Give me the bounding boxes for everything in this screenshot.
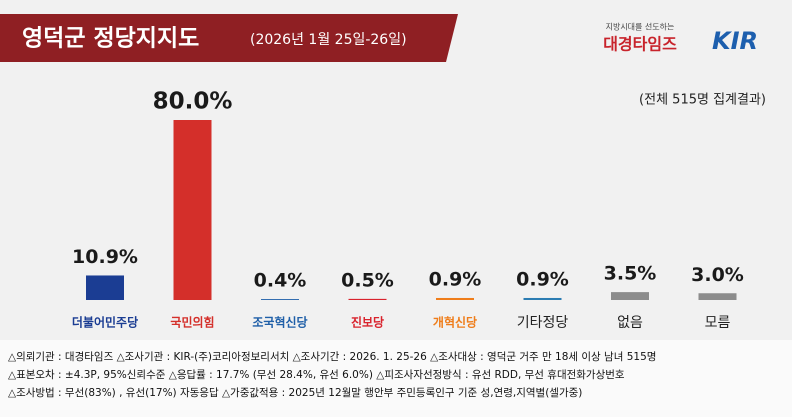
value-label: 3.5%	[604, 263, 657, 285]
sample-note: (전체 515명 집계결과)	[639, 93, 766, 108]
footer-background	[0, 340, 792, 417]
bar	[436, 297, 474, 300]
value-label: 0.5%	[341, 269, 394, 291]
logo-kir: KIR	[712, 27, 758, 55]
value-label: 0.9%	[516, 268, 569, 290]
category-label: 모름	[705, 315, 731, 331]
bar	[173, 120, 212, 300]
bar	[523, 297, 562, 300]
category-label: 조국혁신당	[252, 315, 307, 330]
chart-title: 영덕군 정당지지도	[22, 26, 199, 52]
category-label: 국민의힘	[170, 315, 214, 330]
category-label: 기타정당	[517, 315, 569, 331]
category-label: 없음	[617, 315, 643, 331]
category-label: 진보당	[351, 315, 384, 330]
category-label: 더불어민주당	[72, 315, 138, 330]
logo-daegyeong: 대경타임즈	[603, 35, 677, 54]
logo-slogan: 지방시대를 선도하는	[606, 22, 675, 32]
survey-note: △의뢰기관 : 대경타임즈 △조사기관 : KIR-(주)코리아정보리서치 △조…	[8, 350, 656, 363]
value-label: 80.0%	[153, 89, 233, 115]
bar	[698, 293, 737, 300]
value-label: 0.4%	[254, 270, 307, 292]
survey-note: △표본오차 : ±4.3P, 95%신뢰수준 △응답률 : 17.7% (무선 …	[8, 369, 625, 381]
bar	[86, 275, 124, 300]
category-label: 개혁신당	[433, 315, 477, 330]
bar	[611, 292, 649, 300]
title-banner	[0, 14, 458, 62]
value-label: 3.0%	[691, 264, 744, 286]
value-label: 0.9%	[429, 268, 482, 290]
bar	[348, 298, 387, 300]
value-label: 10.9%	[72, 246, 138, 268]
chart-subtitle: (2026년 1월 25일-26일)	[250, 32, 407, 48]
bar	[261, 299, 299, 300]
survey-note: △조사방법 : 무선(83%) , 유선(17%) 자동응답 △가중값적용 : …	[8, 387, 582, 399]
